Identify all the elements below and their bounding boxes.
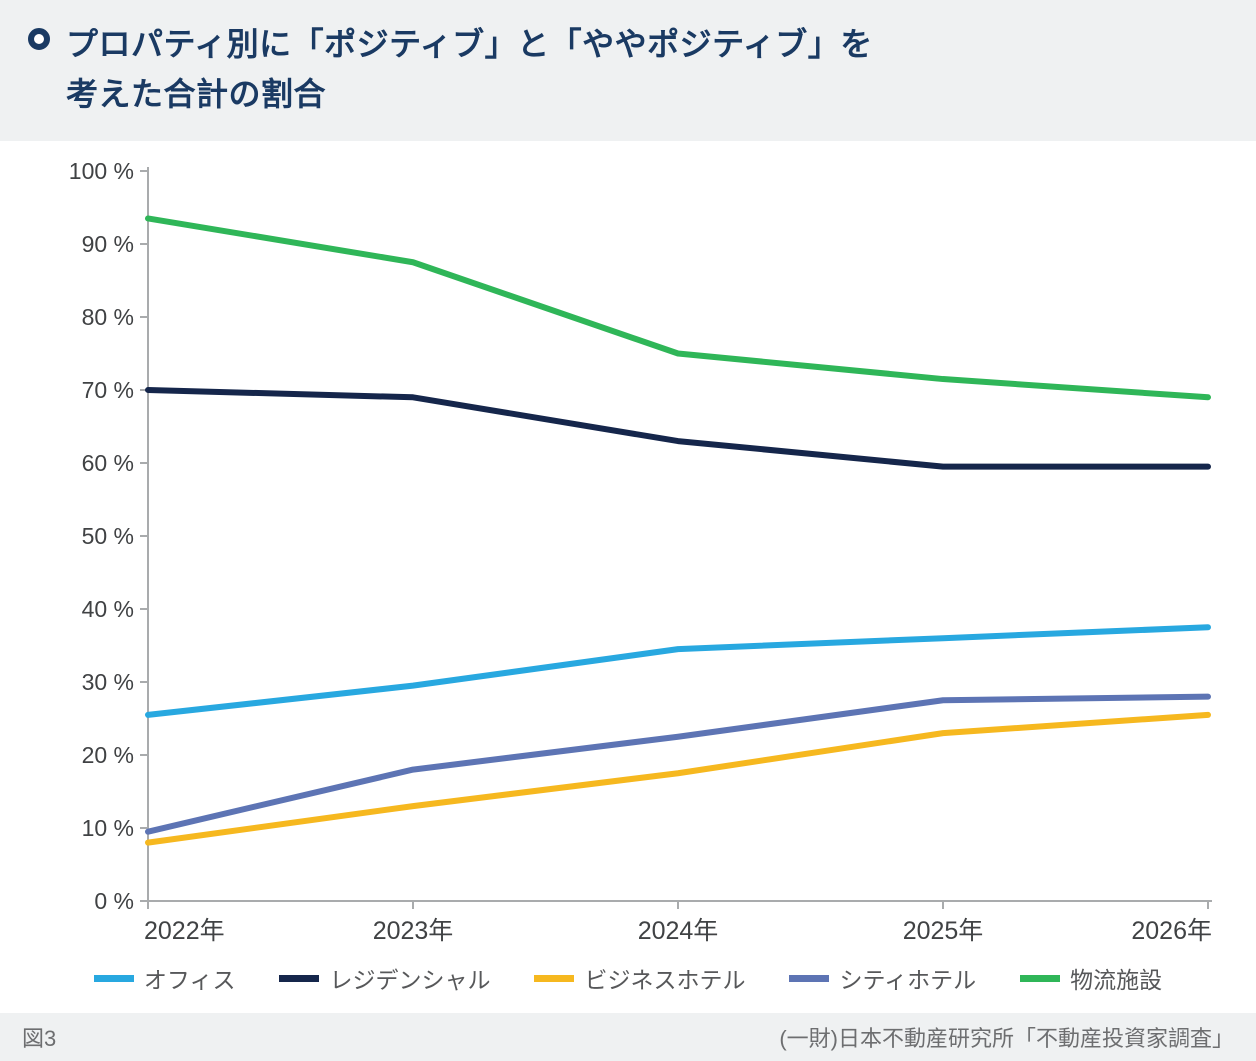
y-tick-label: 90 % xyxy=(82,231,134,257)
line-chart: 0 % 10 % 20 % 30 % 40 % 50 % 60 % 70 % 80 % 90 % 1… xyxy=(18,153,1238,953)
y-tick-label: 20 % xyxy=(82,742,134,768)
title-line-1: プロパティ別に「ポジティブ」と「ややポジティブ」を xyxy=(66,26,873,62)
legend-swatch xyxy=(94,975,134,982)
x-tick-label: 2022年 xyxy=(144,917,225,945)
series-line xyxy=(148,219,1208,398)
figure-number: 図3 xyxy=(22,1021,56,1053)
y-tick-label: 100 % xyxy=(69,158,134,184)
y-tick-label: 40 % xyxy=(82,596,134,622)
legend-swatch xyxy=(279,975,319,982)
legend-label: オフィス xyxy=(144,961,236,995)
x-tick-label: 2023年 xyxy=(373,917,454,945)
legend-item: ビジネスホテル xyxy=(534,961,745,995)
legend-label: シティホテル xyxy=(839,961,976,995)
y-tick-label: 70 % xyxy=(82,377,134,403)
legend-item: オフィス xyxy=(94,961,236,995)
y-tick-label: 50 % xyxy=(82,523,134,549)
title-row: プロパティ別に「ポジティブ」と「ややポジティブ」を 考えた合計の割合 xyxy=(28,20,1228,119)
legend-label: レジデンシャル xyxy=(329,961,490,995)
y-tick-label: 30 % xyxy=(82,669,134,695)
chart-title: プロパティ別に「ポジティブ」と「ややポジティブ」を 考えた合計の割合 xyxy=(66,20,873,119)
y-tick-label: 10 % xyxy=(82,815,134,841)
legend-label: ビジネスホテル xyxy=(584,961,745,995)
source-citation: (一財)日本不動産研究所「不動産投資家調査」 xyxy=(779,1021,1234,1053)
y-tick-label: 60 % xyxy=(82,450,134,476)
x-tick-label: 2025年 xyxy=(903,917,984,945)
bullet-icon xyxy=(28,28,50,50)
y-tick-label: 0 % xyxy=(94,888,134,914)
header-bar: プロパティ別に「ポジティブ」と「ややポジティブ」を 考えた合計の割合 xyxy=(0,0,1256,141)
title-line-2: 考えた合計の割合 xyxy=(66,76,326,112)
y-tick-label: 80 % xyxy=(82,304,134,330)
legend-item: レジデンシャル xyxy=(279,961,490,995)
legend-item: シティホテル xyxy=(789,961,976,995)
legend-item: 物流施設 xyxy=(1020,961,1162,995)
footer-bar: 図3 (一財)日本不動産研究所「不動産投資家調査」 xyxy=(0,1013,1256,1061)
series-line xyxy=(148,697,1208,832)
legend-swatch xyxy=(534,975,574,982)
x-tick-label: 2026年 xyxy=(1131,917,1212,945)
legend-swatch xyxy=(789,975,829,982)
chart-container: 0 % 10 % 20 % 30 % 40 % 50 % 60 % 70 % 80 % 90 % 1… xyxy=(0,141,1256,1013)
legend-swatch xyxy=(1020,975,1060,982)
legend: オフィス レジデンシャル ビジネスホテル シティホテル 物流施設 xyxy=(18,953,1238,1013)
legend-label: 物流施設 xyxy=(1070,961,1162,995)
series-line xyxy=(148,390,1208,467)
x-tick-label: 2024年 xyxy=(638,917,719,945)
